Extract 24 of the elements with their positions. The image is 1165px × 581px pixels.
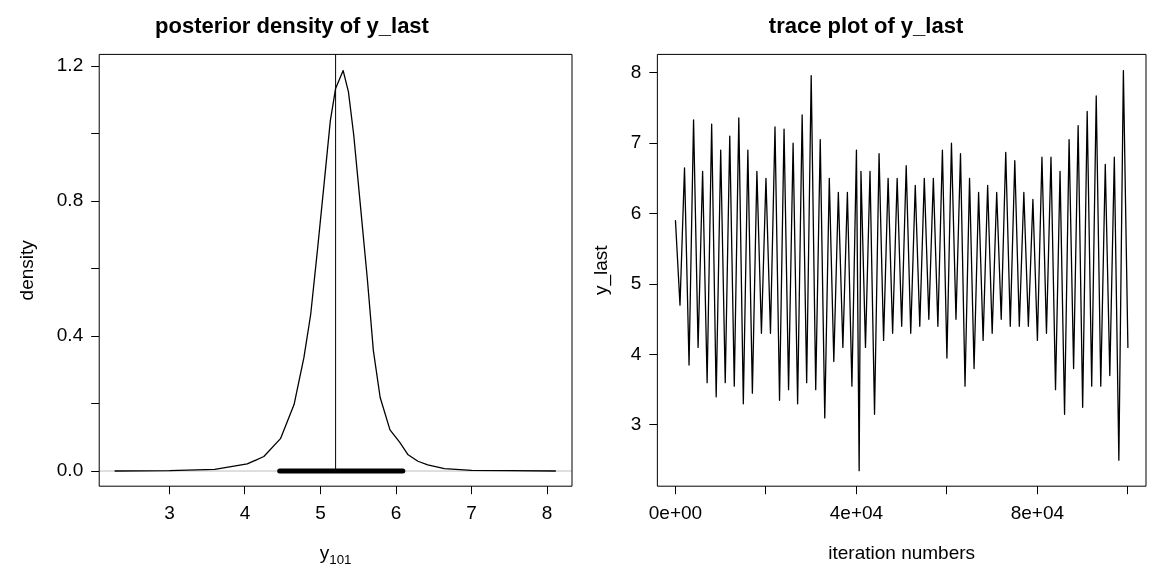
x-tick-label: 0e+00 bbox=[648, 501, 703, 523]
y-axis-title: density bbox=[15, 239, 37, 301]
x-tick-label: 3 bbox=[164, 501, 175, 523]
y-tick-label: 0.8 bbox=[56, 189, 84, 211]
x-tick-label: 4e+04 bbox=[829, 501, 884, 523]
x-axis-title: iteration numbers bbox=[828, 542, 976, 563]
y-tick-label: 4 bbox=[630, 342, 642, 364]
y-tick-label: 7 bbox=[630, 131, 642, 153]
x-tick-label: 8 bbox=[541, 501, 553, 523]
y-tick-label: 6 bbox=[630, 201, 642, 223]
x-tick-label: 8e+04 bbox=[1010, 501, 1065, 523]
x-tick-label: 5 bbox=[315, 501, 326, 523]
y-tick-label: 0.4 bbox=[56, 324, 84, 346]
y-tick-label: 0.0 bbox=[56, 459, 84, 481]
x-tick-label: 6 bbox=[390, 501, 402, 523]
y-tick-label: 1.2 bbox=[56, 54, 84, 76]
x-tick-label: 4 bbox=[239, 501, 251, 523]
chart-title: posterior density of y_last bbox=[155, 13, 430, 39]
x-tick-label: 7 bbox=[466, 501, 477, 523]
y-axis-title: y_last bbox=[589, 244, 612, 296]
chart-title: trace plot of y_last bbox=[768, 13, 964, 39]
y-tick-label: 3 bbox=[630, 413, 642, 435]
y-tick-label: 8 bbox=[630, 60, 642, 82]
y-tick-label: 5 bbox=[630, 272, 642, 294]
